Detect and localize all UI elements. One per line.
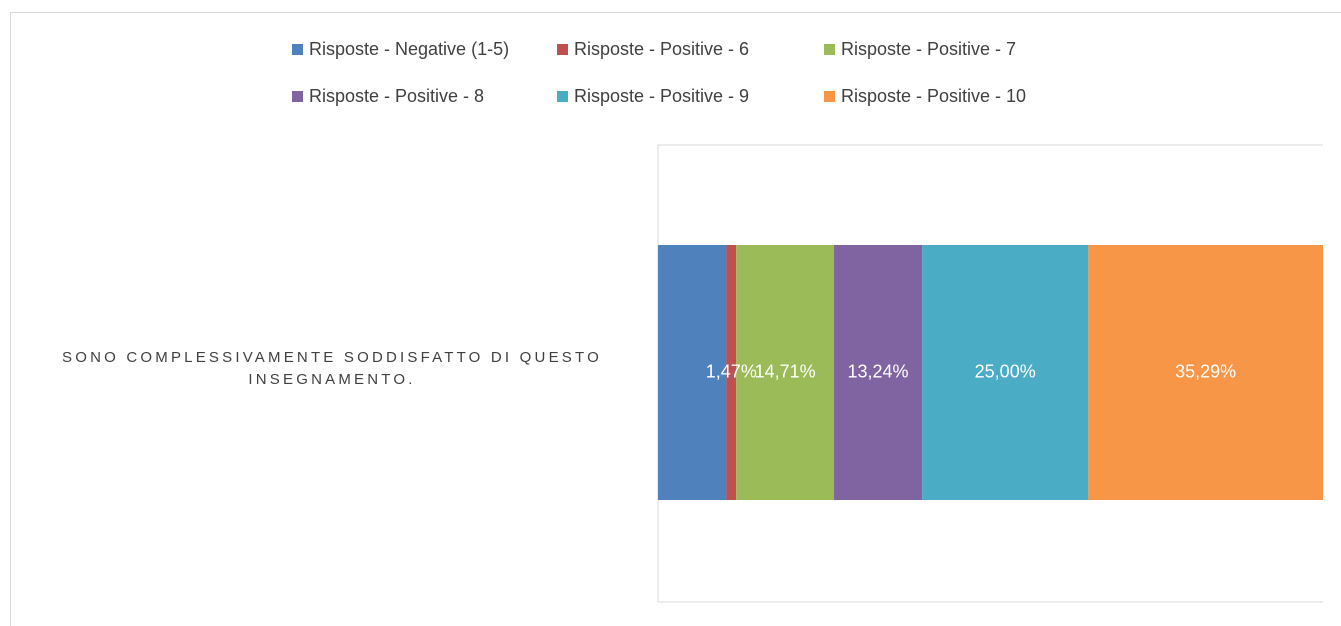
legend-label: Risposte - Positive - 7 — [841, 39, 1016, 59]
legend-label: Risposte - Positive - 8 — [309, 86, 484, 106]
category-label: SONO COMPLESSIVAMENTE SODDISFATTO DI QUE… — [62, 349, 602, 388]
legend-swatch — [557, 91, 568, 102]
legend-swatch — [292, 91, 303, 102]
legend-swatch — [824, 91, 835, 102]
legend-label: Risposte - Negative (1-5) — [309, 39, 509, 59]
bar-segment — [736, 245, 835, 500]
legend-swatch — [824, 44, 835, 55]
bar-segment — [834, 245, 923, 500]
legend-label: Risposte - Positive - 9 — [574, 86, 749, 106]
data-label: 25,00% — [975, 361, 1036, 381]
legend-swatch — [292, 44, 303, 55]
legend-label: Risposte - Positive - 10 — [841, 86, 1026, 106]
data-label: 13,24% — [848, 361, 909, 381]
bar-segment — [922, 245, 1089, 500]
chart-border — [10, 12, 1341, 626]
data-label: 35,29% — [1175, 361, 1236, 381]
bar-segment — [658, 245, 727, 500]
legend-label: Risposte - Positive - 6 — [574, 39, 749, 59]
legend-swatch — [557, 44, 568, 55]
bar-segment — [726, 245, 737, 500]
data-label: 1,47% — [706, 361, 757, 381]
data-label: 14,71% — [755, 361, 816, 381]
bar-segment — [1088, 245, 1323, 500]
